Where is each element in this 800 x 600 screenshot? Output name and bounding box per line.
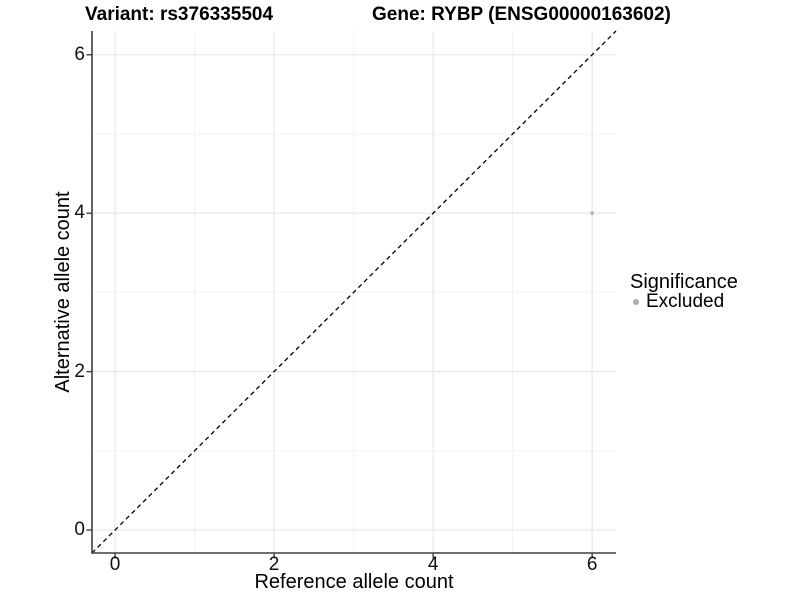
data-point (590, 211, 595, 216)
x-axis-tick-label: 2 (268, 554, 280, 575)
plot-title-gene: Gene: RYBP (ENSG00000163602) (372, 4, 671, 25)
legend: Significance Excluded (630, 271, 738, 312)
legend-entry-label: Excluded (646, 291, 725, 312)
x-axis-title: Reference allele count (254, 571, 454, 593)
legend-entry: Excluded (630, 291, 738, 312)
y-axis-title: Alternative allele count (52, 191, 74, 393)
x-axis-tick-label: 6 (586, 554, 598, 575)
y-axis-tick-label: 0 (74, 519, 85, 541)
y-axis-tick-label: 2 (74, 360, 85, 382)
legend-key-point-icon (633, 298, 639, 305)
x-axis-tick-label: 4 (427, 554, 439, 575)
plot-title-variant: Variant: rs376335504 (85, 4, 274, 25)
identity-dashed-line (91, 30, 617, 554)
legend-title: Significance (630, 271, 738, 293)
y-axis-tick-label: 6 (74, 43, 85, 65)
y-axis-tick-label: 4 (74, 202, 85, 224)
x-axis-tick-label: 0 (109, 554, 121, 575)
legend-entries: Excluded (630, 291, 738, 312)
